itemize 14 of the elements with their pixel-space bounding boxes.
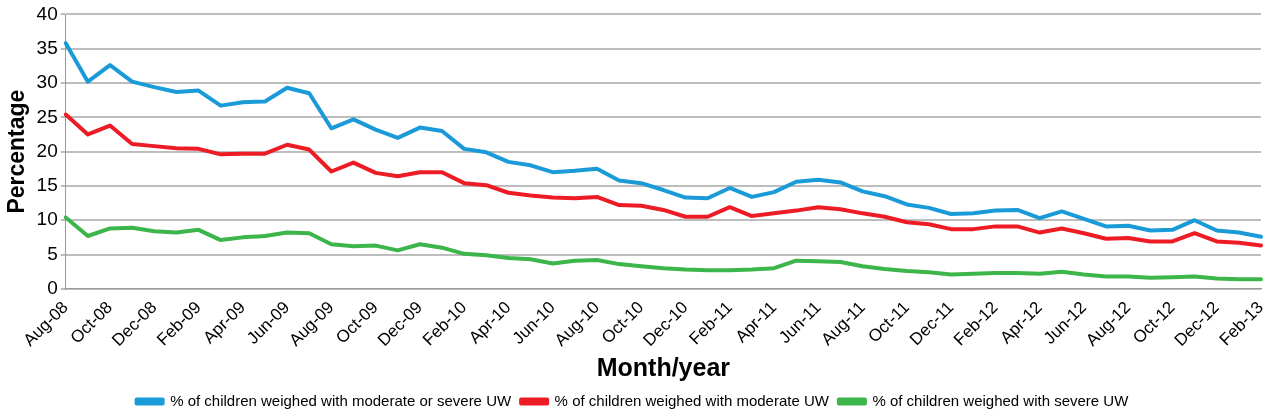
y-tick-label: 35 [36, 36, 58, 58]
y-tick-label: 5 [47, 242, 58, 264]
y-tick-label: 15 [36, 174, 58, 196]
legend-label: % of children weighed with moderate or severe UW [170, 391, 512, 409]
legend-label: % of children weighed with moderate UW [554, 391, 830, 409]
legend-label: % of children weighed with severe UW [872, 391, 1130, 409]
y-tick-label: 40 [36, 2, 58, 24]
y-tick-label: 30 [36, 71, 58, 93]
x-axis-title: Month/year [596, 352, 731, 381]
y-axis-title: Percentage [3, 89, 30, 214]
y-tick-label: 25 [36, 105, 58, 127]
y-tick-label: 20 [36, 139, 58, 161]
y-tick-label: 10 [36, 208, 58, 230]
y-tick-label: 0 [47, 277, 58, 299]
